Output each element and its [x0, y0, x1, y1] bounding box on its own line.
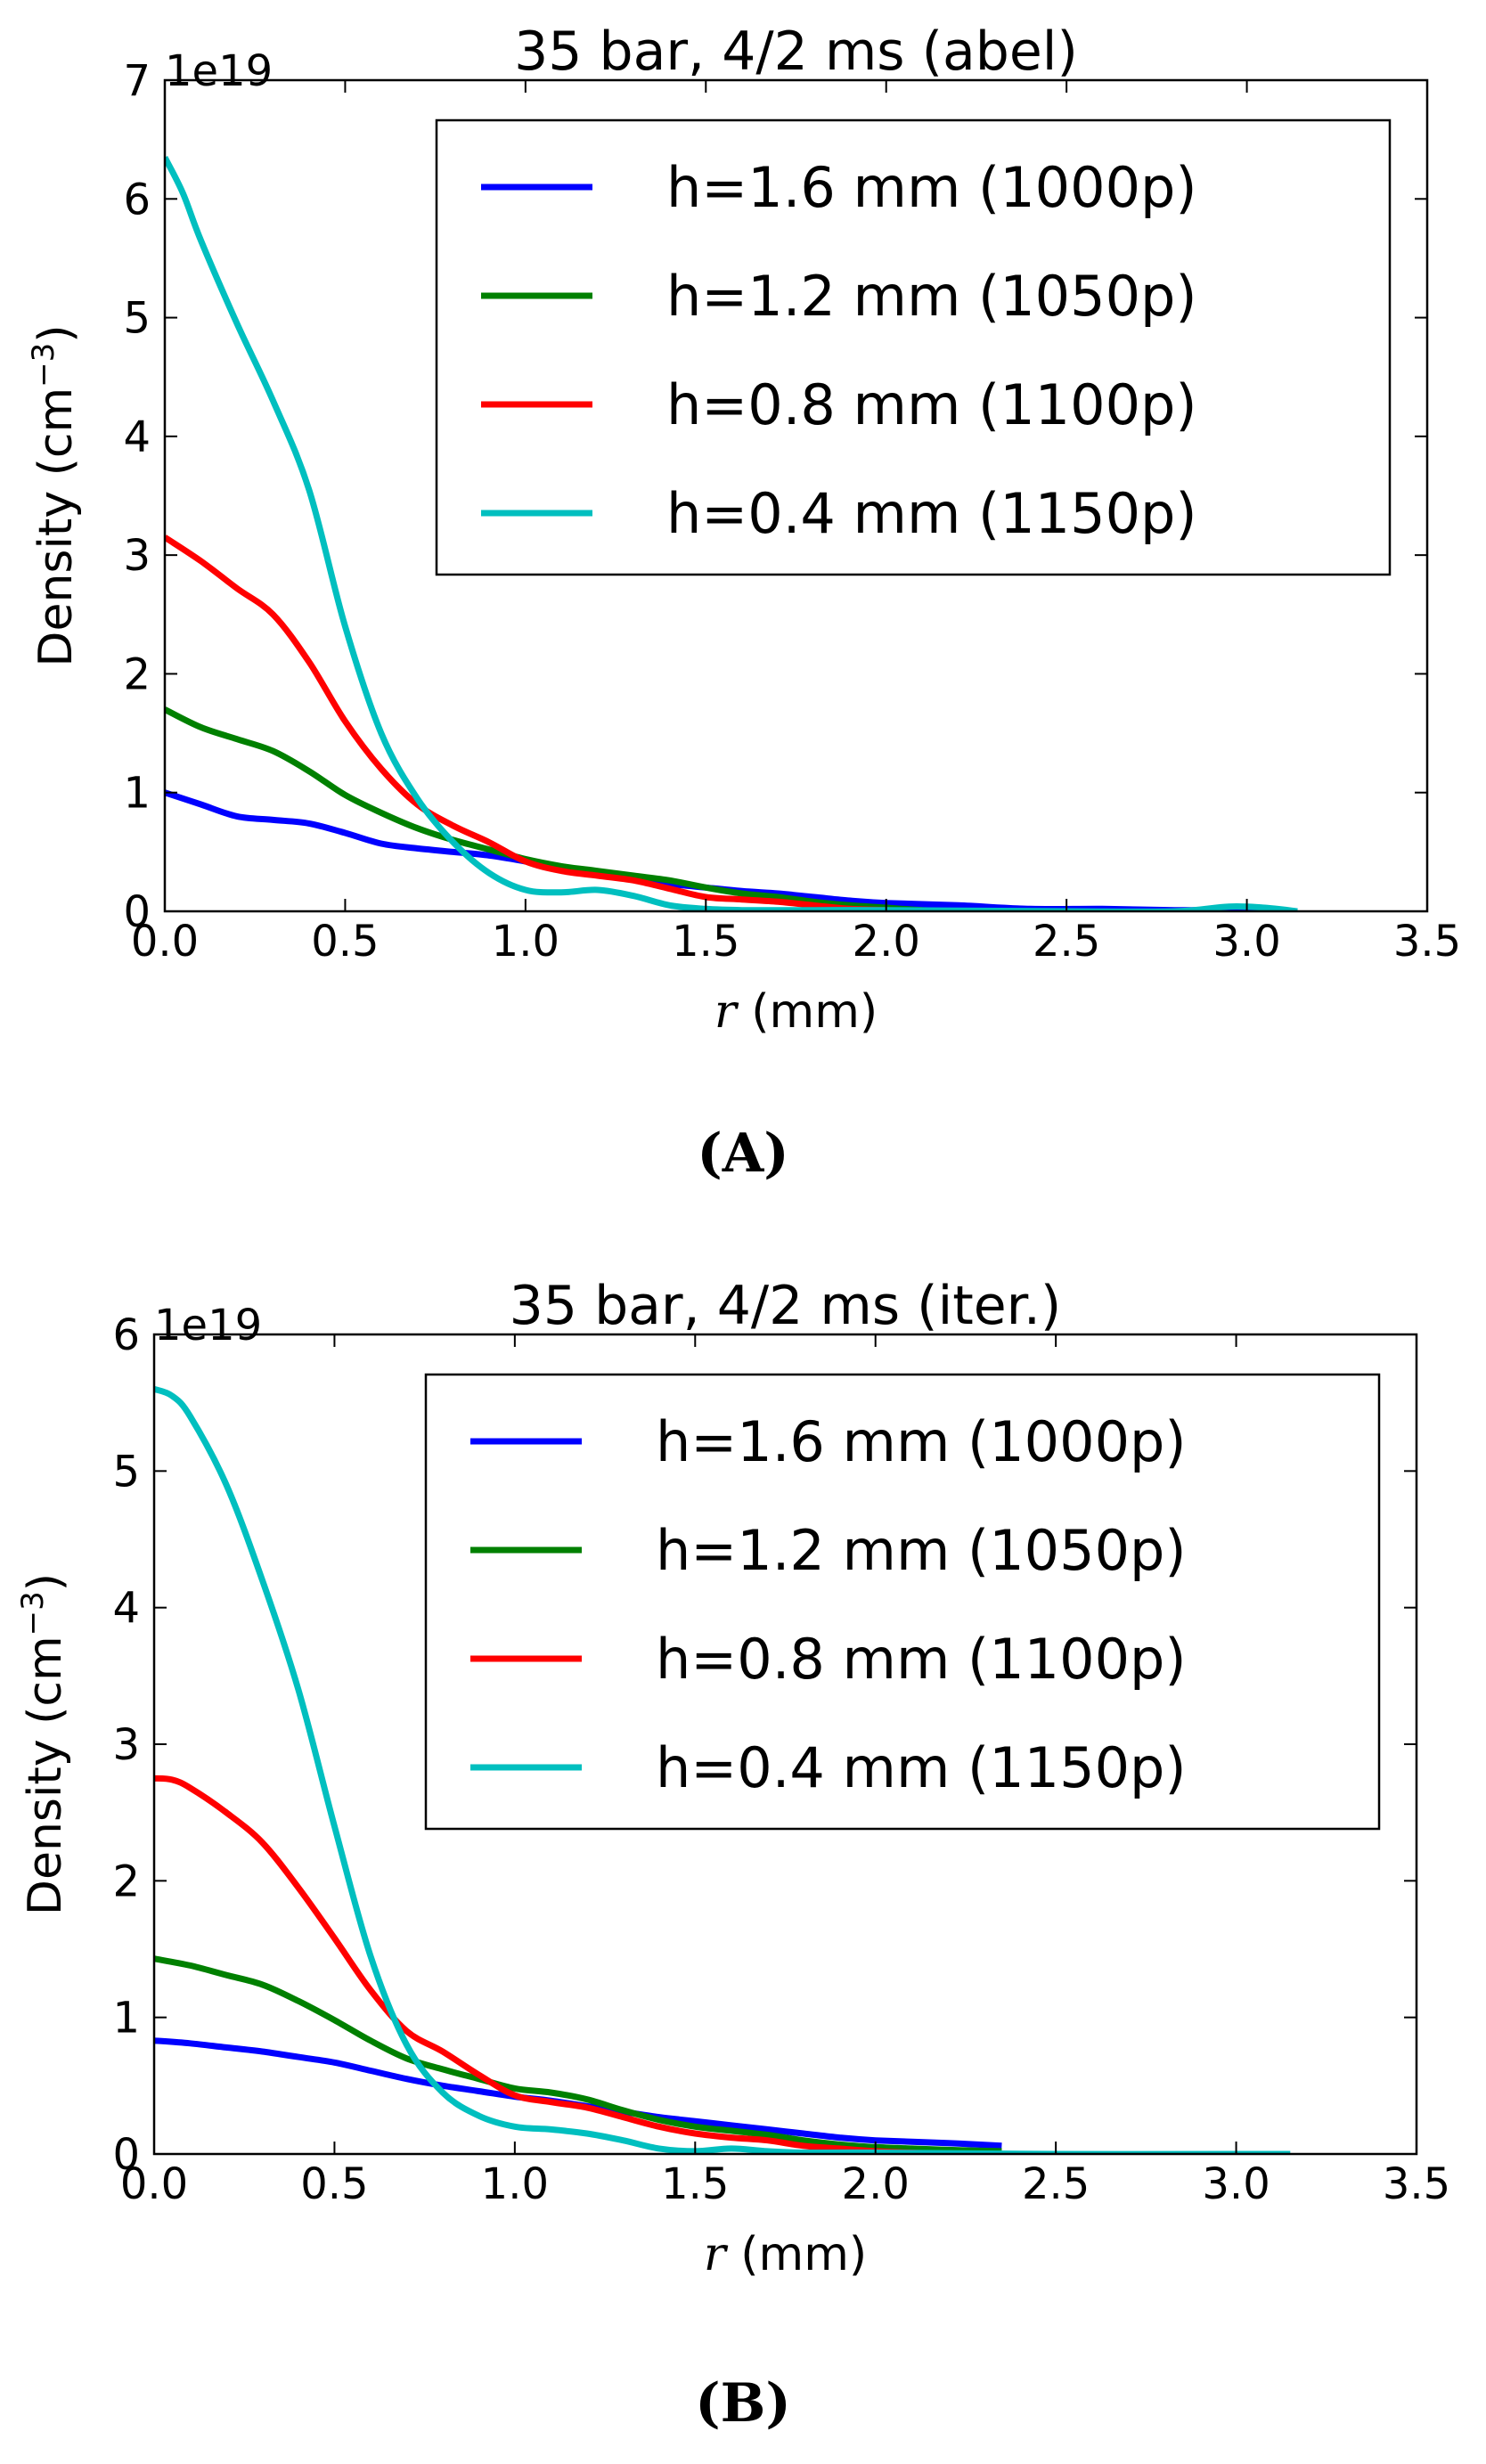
y-axis-label-text: Density (cm: [29, 388, 83, 667]
y-tick-label: 1: [112, 1994, 140, 2044]
y-tick-label: 3: [112, 1720, 140, 1770]
y-axis-label-exponent: −3: [26, 343, 61, 388]
y-axis-label-close: ): [29, 324, 83, 342]
y-tick-label: 6: [123, 175, 151, 224]
x-tick-label: 3.0: [1212, 917, 1280, 967]
x-tick-label: 2.5: [1033, 917, 1100, 967]
y-tick-label: 4: [112, 1584, 140, 1634]
series-line-red: [165, 534, 923, 911]
y-axis-label-close: ): [19, 1573, 72, 1591]
legend-label: h=1.6 mm (1000p): [656, 1409, 1187, 1474]
series-line-red: [154, 1775, 948, 2154]
legend-label: h=0.8 mm (1100p): [656, 1627, 1187, 1692]
x-axis-label-unit: (mm): [726, 2228, 867, 2281]
x-tick-label: 2.0: [842, 2159, 910, 2209]
legend: h=1.6 mm (1000p) h=1.2 mm (1050p) h=0.8 mm…: [424, 1373, 1381, 1831]
legend-frame: [435, 118, 1392, 576]
chart-title: 35 bar, 4/2 ms (abel): [514, 20, 1078, 83]
y-tick-label: 1: [123, 769, 151, 819]
panel-label: (B): [695, 2372, 791, 2435]
x-tick-label: 0.5: [311, 917, 379, 967]
x-axis-label-variable: r: [714, 985, 739, 1039]
y-tick-label: 7: [123, 56, 151, 106]
x-tick-label: 0.5: [300, 2159, 368, 2209]
y-tick-label: 6: [112, 1310, 140, 1360]
y-axis-label-exponent: −3: [15, 1591, 51, 1636]
plot-frame: [163, 78, 1429, 913]
y-tick-label: 0: [112, 2130, 140, 2180]
chart-panel-a: 0.0 0.5 1.0 1.5 2.0 2.5 3.0 3.5 0 1 2 3 4 5 6 7 1e19 35 b…: [26, 20, 1461, 1039]
x-tick-label: 1.5: [661, 2159, 729, 2209]
y-tick-label: 3: [123, 531, 151, 581]
legend-frame: [424, 1373, 1381, 1831]
chart-panel-b: 0.0 0.5 1.0 1.5 2.0 2.5 3.0 3.5 0 1 2 3 4 5 6 1e19 35 ba…: [15, 1275, 1450, 2281]
legend-label: h=1.2 mm (1050p): [656, 1518, 1187, 1583]
legend-label: h=1.6 mm (1000p): [666, 155, 1197, 220]
y-tick-label: 5: [112, 1447, 140, 1497]
panel-label: (A): [697, 1122, 788, 1185]
series-line-green: [154, 1955, 1002, 2154]
x-tick-label: 3.5: [1383, 2159, 1450, 2209]
x-tick-label: 2.0: [853, 917, 920, 967]
y-tick-label: 5: [123, 294, 151, 344]
y-tick-label: 0: [123, 887, 151, 937]
x-axis-label: r (mm): [704, 2228, 867, 2281]
x-tick-label: 0.0: [131, 917, 199, 967]
x-axis-label: r (mm): [714, 985, 878, 1039]
x-tick-label: 2.5: [1022, 2159, 1090, 2209]
y-tick-label: 2: [112, 1856, 140, 1906]
x-tick-label: 0.0: [120, 2159, 188, 2209]
x-axis-label-variable: r: [704, 2228, 729, 2281]
legend-label: h=0.8 mm (1100p): [666, 372, 1197, 437]
legend: h=1.6 mm (1000p) h=1.2 mm (1050p) h=0.8 mm…: [435, 118, 1392, 576]
y-tick-label: 4: [123, 412, 151, 462]
y-axis-label: Density (cm−3): [26, 324, 83, 666]
series-line-green: [165, 706, 959, 911]
axis-offset-text: 1e19: [154, 1301, 262, 1350]
chart-title: 35 bar, 4/2 ms (iter.): [510, 1275, 1062, 1337]
x-tick-label: 3.0: [1202, 2159, 1270, 2209]
x-tick-label: 1.0: [492, 917, 559, 967]
x-tick-label: 3.5: [1393, 917, 1461, 967]
legend-label: h=0.4 mm (1150p): [666, 481, 1197, 546]
y-tick-label: 2: [123, 649, 151, 699]
y-axis-label-text: Density (cm: [19, 1636, 72, 1915]
x-tick-label: 1.5: [672, 917, 739, 967]
y-axis-label: Density (cm−3): [15, 1573, 72, 1915]
x-tick-label: 1.0: [481, 2159, 549, 2209]
legend-label: h=0.4 mm (1150p): [656, 1735, 1187, 1800]
axis-offset-text: 1e19: [165, 46, 273, 96]
x-axis-label-unit: (mm): [737, 985, 878, 1039]
legend-label: h=1.2 mm (1050p): [666, 264, 1197, 329]
